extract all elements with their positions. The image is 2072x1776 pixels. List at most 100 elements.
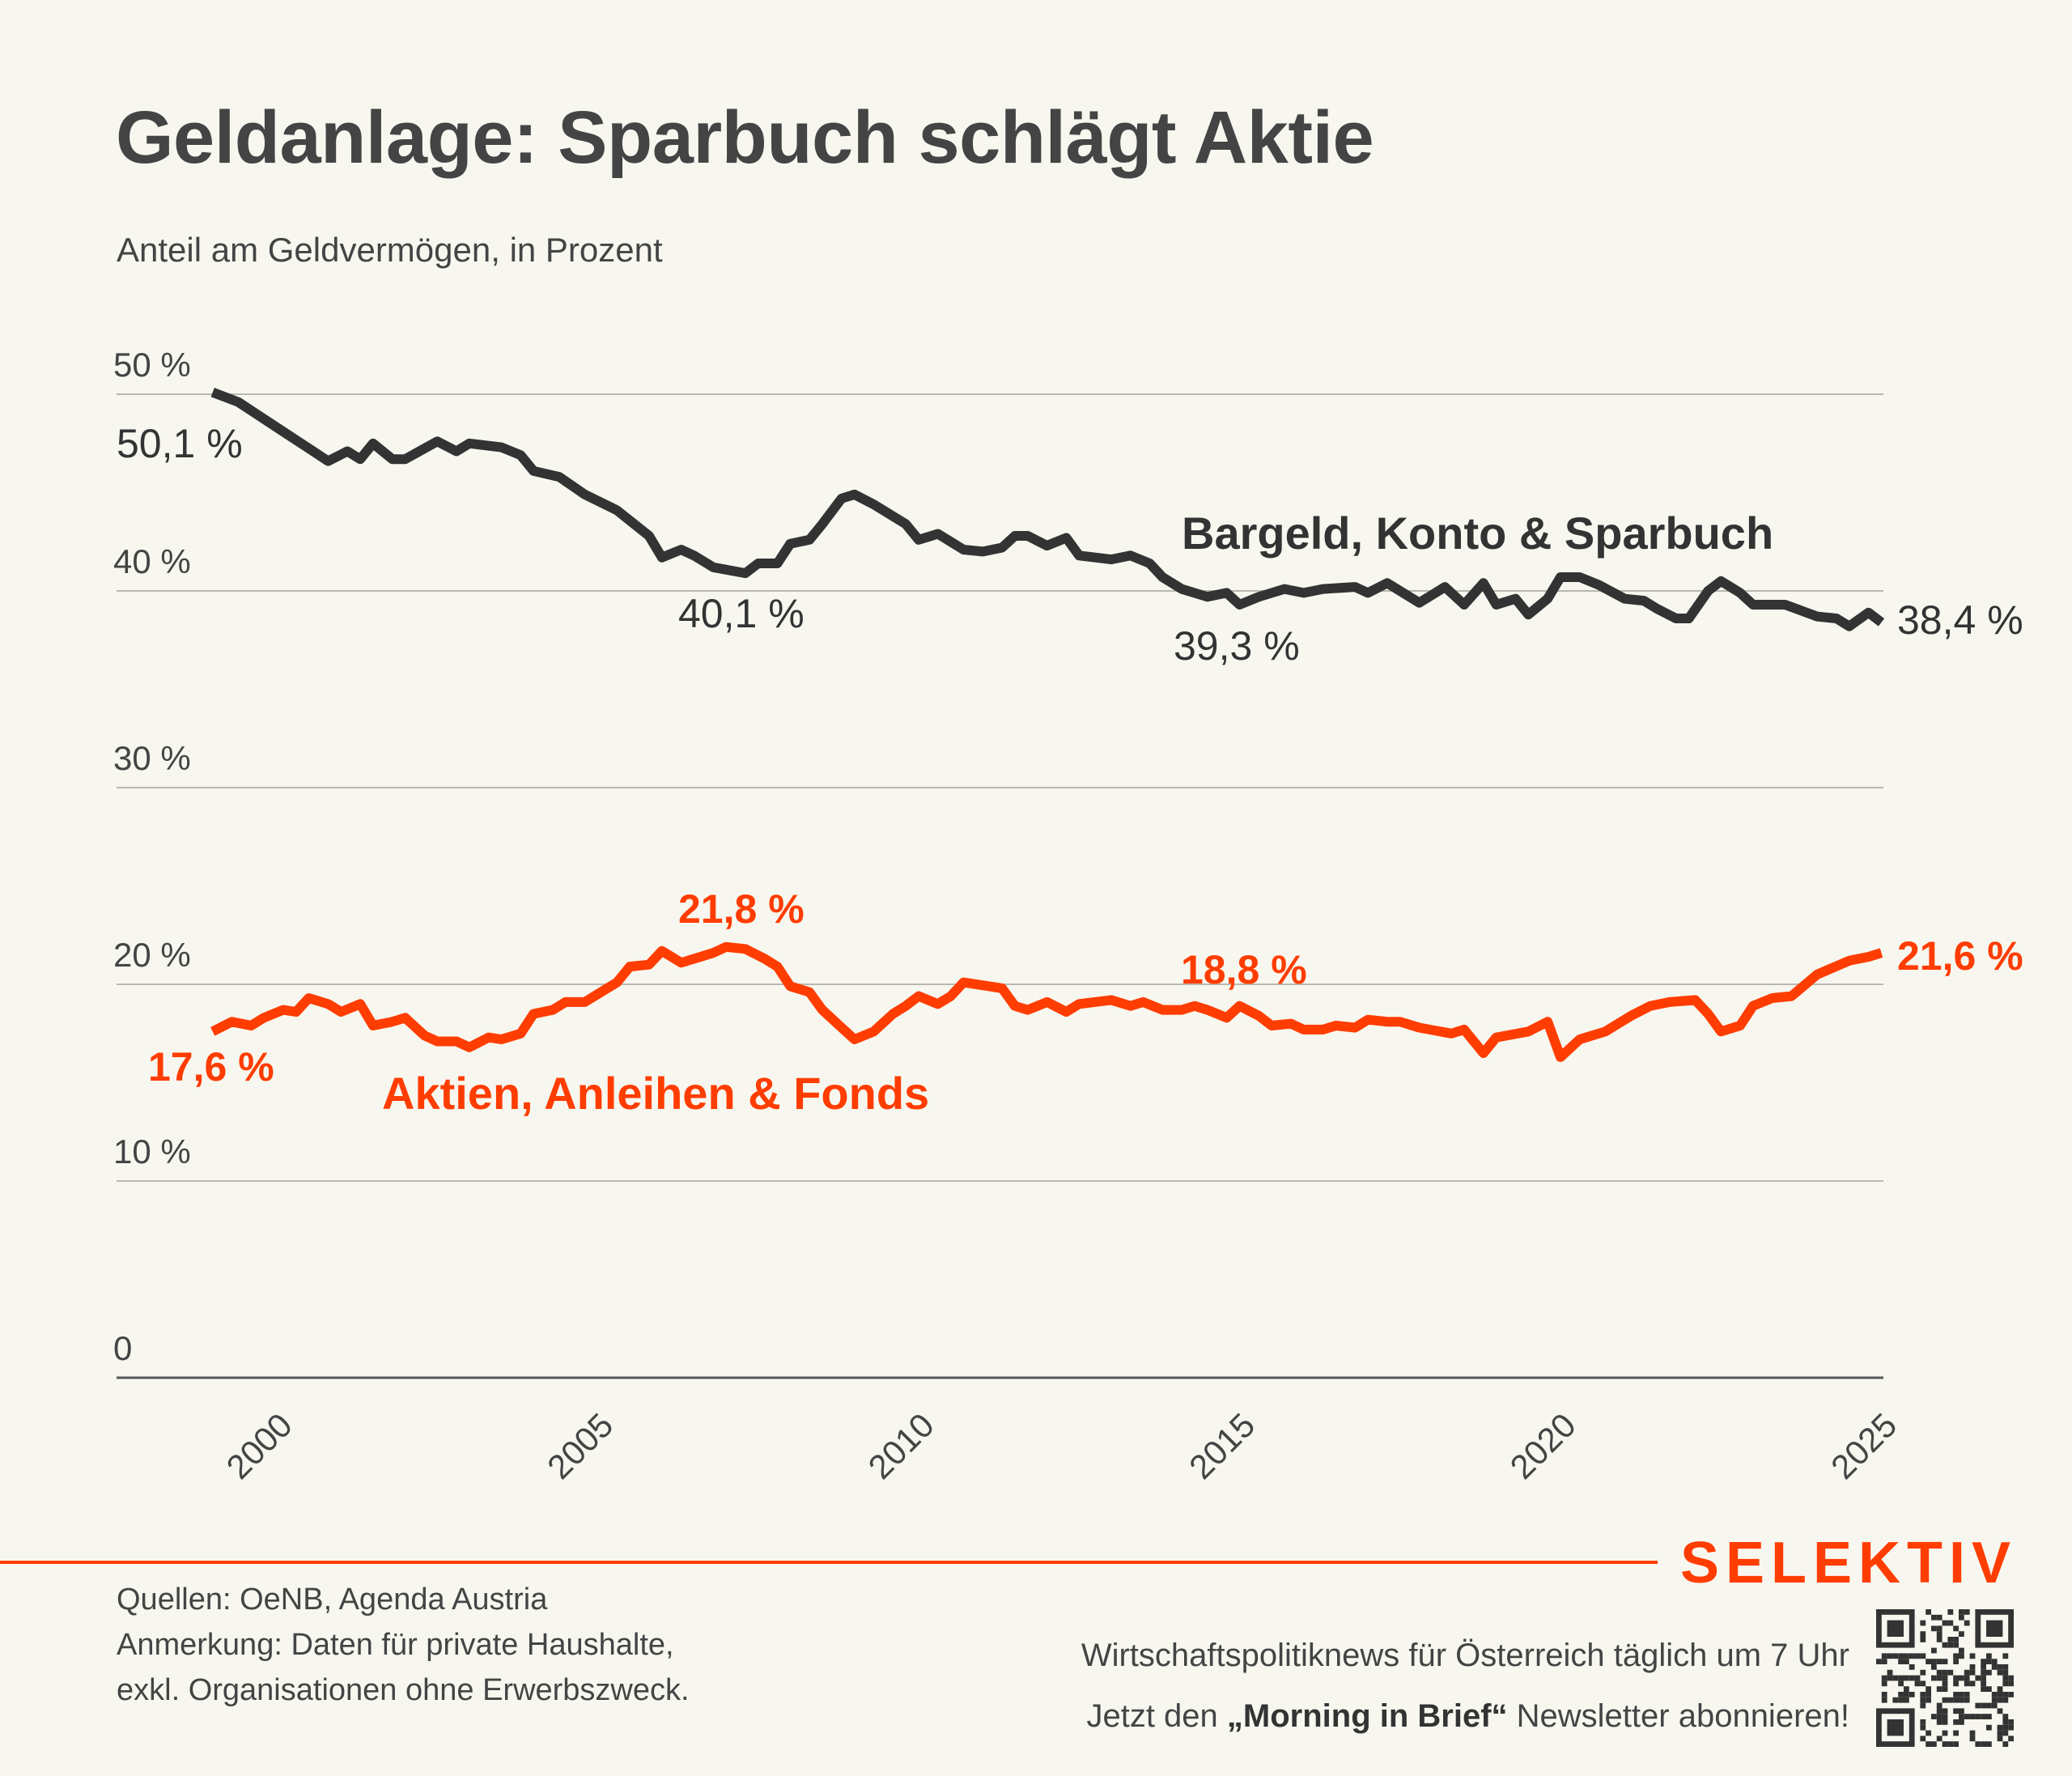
qr-module — [1931, 1647, 1937, 1654]
qr-module — [1909, 1675, 1915, 1681]
qr-module — [2008, 1675, 2014, 1681]
qr-module — [1920, 1620, 1926, 1626]
qr-module — [1920, 1736, 1926, 1742]
qr-module — [2002, 1692, 2009, 1697]
qr-module — [1986, 1741, 1992, 1747]
qr-module — [1936, 1625, 1942, 1632]
source-notes: Quellen: OeNB, Agenda Austria Anmerkung:… — [117, 1577, 690, 1713]
qr-module — [1959, 1697, 1964, 1703]
qr-module — [1953, 1680, 1959, 1687]
qr-module — [1986, 1724, 1992, 1731]
qr-module — [1936, 1702, 1942, 1709]
note-line-2: exkl. Organisationen ohne Erwerbszweck. — [117, 1673, 690, 1707]
chart-subtitle: Anteil am Geldvermögen, in Prozent — [117, 231, 663, 269]
qr-module — [1953, 1692, 1959, 1697]
qr-module — [1920, 1669, 1926, 1676]
qr-module — [2002, 1730, 2009, 1736]
qr-module — [1997, 1686, 2003, 1692]
qr-module — [1931, 1614, 1937, 1621]
qr-module — [1909, 1664, 1915, 1670]
qr-module — [2002, 1719, 2009, 1725]
qr-module — [1936, 1669, 1942, 1676]
qr-module — [1887, 1669, 1893, 1676]
qr-module — [1926, 1686, 1931, 1692]
qr-module — [1953, 1642, 1959, 1648]
x-tick-label: 2015 — [1182, 1406, 1262, 1486]
qr-module — [1981, 1680, 1986, 1687]
newsletter-name[interactable]: „Morning in Brief“ — [1226, 1698, 1508, 1734]
x-tick-label: 2005 — [540, 1406, 620, 1486]
qr-module — [1997, 1692, 2003, 1697]
qr-module — [1936, 1708, 1942, 1714]
qr-module — [1964, 1692, 1970, 1697]
qr-module — [1942, 1675, 1948, 1681]
qr-module — [1953, 1719, 1959, 1725]
qr-module — [1942, 1659, 1948, 1664]
qr-module — [1881, 1653, 1887, 1659]
qr-module — [1986, 1659, 1992, 1664]
qr-module — [1881, 1659, 1887, 1664]
qr-module — [1898, 1659, 1904, 1664]
qr-module — [2002, 1724, 2009, 1731]
qr-module — [1991, 1702, 1998, 1709]
qr-module — [2008, 1692, 2014, 1697]
sources-text: Quellen: OeNB, Agenda Austria — [117, 1583, 548, 1617]
series-line-aktien — [210, 941, 1883, 1062]
qr-module — [1942, 1730, 1948, 1736]
qr-module — [1898, 1675, 1904, 1681]
qr-module — [1969, 1730, 1976, 1736]
qr-module — [1964, 1697, 1970, 1703]
qr-module — [1942, 1697, 1948, 1703]
qr-module — [1953, 1637, 1959, 1642]
qr-code-icon[interactable] — [1876, 1609, 2014, 1747]
qr-module — [1997, 1664, 2003, 1670]
qr-module — [1920, 1680, 1926, 1687]
qr-module — [1981, 1686, 1986, 1692]
qr-module — [1991, 1697, 1998, 1703]
qr-module — [1914, 1675, 1921, 1681]
qr-module — [1920, 1692, 1926, 1697]
qr-module — [1997, 1669, 2003, 1676]
data-label-orange-2015: 18,8 % — [1181, 947, 1307, 992]
qr-module — [1920, 1697, 1926, 1703]
qr-module — [1953, 1659, 1959, 1664]
qr-module — [1969, 1669, 1976, 1676]
qr-module — [1947, 1609, 1954, 1615]
qr-module — [1947, 1642, 1954, 1648]
qr-module — [2008, 1719, 2014, 1725]
qr-module — [1953, 1653, 1959, 1659]
qr-module — [2008, 1724, 2014, 1731]
qr-module — [1981, 1702, 1986, 1709]
qr-module — [1953, 1697, 1959, 1703]
x-tick-label: 2025 — [1824, 1406, 1904, 1486]
qr-module — [1947, 1669, 1954, 1676]
qr-module — [1947, 1741, 1954, 1747]
y-axis-ticks: 0 10 % 20 % 30 % 40 % 50 % — [113, 346, 191, 1367]
qr-module — [1981, 1659, 1986, 1664]
x-axis-ticks: 2000 2005 2010 2015 2020 2025 — [219, 1406, 1904, 1486]
promo-line-2[interactable]: Jetzt den „Morning in Brief“ Newsletter … — [1081, 1686, 1849, 1747]
qr-module — [1926, 1659, 1931, 1664]
y-tick-label: 40 % — [113, 542, 191, 580]
qr-module — [1997, 1736, 2003, 1742]
promo-prefix: Jetzt den — [1086, 1698, 1227, 1734]
qr-module — [1914, 1653, 1921, 1659]
qr-module — [1887, 1653, 1893, 1659]
x-tick-label: 2010 — [861, 1406, 941, 1486]
qr-module — [1981, 1664, 1986, 1670]
qr-module — [2002, 1680, 2009, 1687]
qr-module — [1969, 1736, 1976, 1742]
qr-module — [1898, 1680, 1904, 1687]
qr-module — [1904, 1697, 1909, 1703]
qr-module — [1959, 1714, 1964, 1719]
qr-module — [1904, 1675, 1909, 1681]
qr-module — [2002, 1675, 2009, 1681]
footer-divider — [0, 1561, 1658, 1564]
newsletter-promo: Wirtschaftspolitiknews für Österreich tä… — [1081, 1625, 1849, 1747]
qr-module — [1964, 1714, 1970, 1719]
qr-module — [1959, 1609, 1964, 1615]
data-labels: 50,1 % 40,1 % 39,3 % 38,4 % 17,6 % 21,8 % 18,8… — [117, 421, 2023, 1119]
qr-module — [1959, 1675, 1964, 1681]
qr-module — [1991, 1659, 1998, 1664]
qr-module — [1953, 1625, 1959, 1632]
